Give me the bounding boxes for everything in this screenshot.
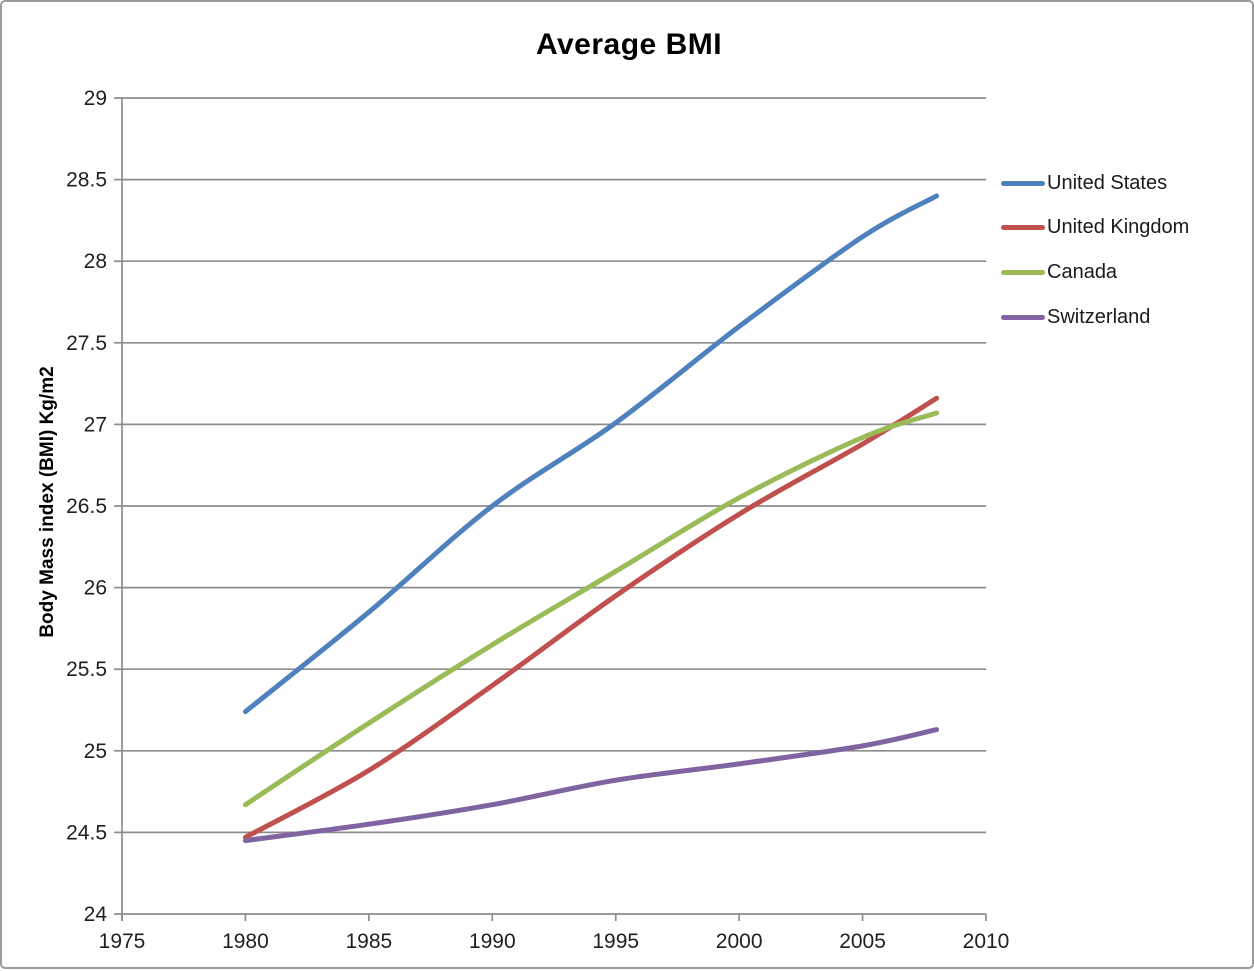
legend-item-united-kingdom: United Kingdom [1001, 206, 1189, 251]
x-tick-label: 1975 [99, 930, 146, 953]
legend-item-united-states: United States [1001, 161, 1189, 206]
legend-label: United Kingdom [1047, 216, 1190, 239]
legend-label: Canada [1047, 260, 1118, 283]
series-line-canada [242, 410, 940, 808]
x-tick-label: 1980 [222, 930, 269, 953]
series-line-united-states [242, 193, 940, 715]
x-tick-label: 2005 [839, 930, 886, 953]
legend-item-switzerland: Switzerland [1001, 295, 1189, 340]
legend-label: United States [1047, 171, 1168, 194]
x-tick-label: 2000 [716, 930, 763, 953]
legend-swatch-canada [1001, 269, 1045, 275]
legend-swatch-united-states [1001, 180, 1045, 186]
y-tick-label: 24 [84, 903, 108, 926]
x-tick-label: 1990 [469, 930, 516, 953]
y-tick-label: 26.5 [66, 495, 107, 518]
legend-swatch-united-kingdom [1001, 225, 1045, 231]
y-tick-label: 28 [84, 250, 107, 273]
y-tick-label: 24.5 [66, 821, 107, 844]
legend-label: Switzerland [1047, 305, 1151, 328]
y-tick-label: 29 [84, 87, 107, 110]
y-tick-label: 26 [84, 577, 107, 600]
y-tick-label: 28.5 [66, 169, 107, 192]
legend-swatch-switzerland [1001, 314, 1045, 320]
series-line-united-kingdom [242, 395, 940, 840]
x-tick-label: 2010 [963, 930, 1010, 953]
y-tick-label: 27 [84, 413, 107, 436]
chart-title: Average BMI [535, 28, 723, 61]
legend: United States United Kingdom Canada Switzer… [1001, 161, 1189, 339]
y-tick-label: 27.5 [66, 332, 107, 355]
series-line-switzerland [242, 727, 940, 844]
x-tick-label: 1995 [592, 930, 639, 953]
legend-item-canada: Canada [1001, 250, 1189, 295]
x-tick-label: 1985 [345, 930, 392, 953]
y-tick-label: 25.5 [66, 658, 107, 681]
y-tick-label: 25 [84, 740, 107, 763]
